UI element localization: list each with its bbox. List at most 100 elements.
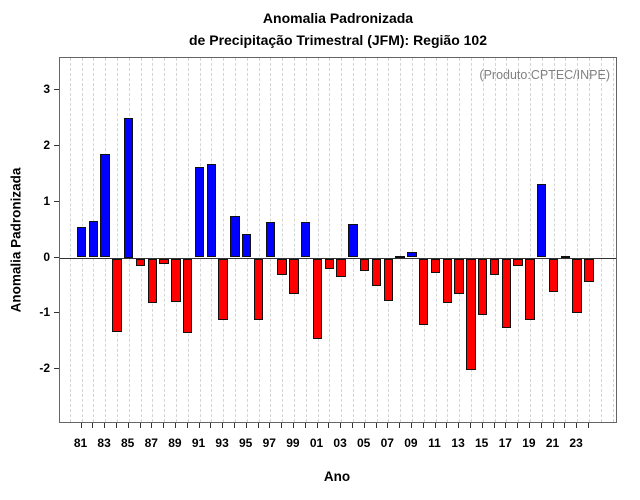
bar-11 [430, 258, 441, 273]
gridline [588, 58, 590, 422]
gridline [423, 58, 425, 422]
bar-05 [359, 258, 370, 272]
bar-22 [560, 255, 571, 258]
bar-09 [407, 251, 417, 258]
x-axis-tick [186, 423, 188, 428]
x-tick-label: 87 [144, 436, 158, 450]
x-tick-label: 23 [569, 436, 583, 450]
zero-line [60, 257, 616, 259]
gridline [187, 58, 189, 422]
gridline [329, 58, 331, 422]
gridline [152, 58, 154, 422]
gridline [565, 58, 567, 422]
x-axis-tick [540, 423, 542, 428]
gridline [470, 58, 472, 422]
gridline [612, 58, 614, 422]
x-axis-tick [410, 423, 412, 428]
bar-91 [194, 166, 205, 258]
gridline [482, 58, 484, 422]
bar-08 [395, 256, 405, 259]
x-axis-tick [576, 423, 578, 428]
bar-99 [289, 258, 299, 295]
gridline [435, 58, 437, 422]
x-axis-tick [163, 423, 165, 428]
x-axis-tick [198, 423, 200, 428]
gridline [69, 58, 71, 422]
x-axis-tick [304, 423, 306, 428]
y-axis-tick [54, 145, 59, 147]
x-axis-tick [481, 423, 483, 428]
gridline [140, 58, 142, 422]
gridline [494, 58, 496, 422]
bar-96 [253, 258, 264, 320]
bar-18 [513, 258, 523, 267]
x-tick-label: 01 [309, 436, 324, 450]
bar-20 [536, 183, 547, 258]
x-axis-tick [505, 423, 507, 428]
x-axis-tick [292, 423, 294, 428]
x-axis-tick [528, 423, 530, 428]
x-axis-title: Ano [323, 469, 351, 484]
bar-10 [418, 258, 429, 326]
bar-17 [501, 258, 512, 329]
bar-97 [265, 222, 276, 258]
x-tick-label: 81 [73, 436, 88, 450]
x-axis-tick [210, 423, 212, 428]
y-axis-tick [54, 312, 59, 314]
x-axis-tick [351, 423, 353, 428]
x-axis-tick [151, 423, 153, 428]
x-axis-tick [316, 423, 318, 428]
x-tick-label: 03 [333, 436, 347, 450]
x-axis-tick [92, 423, 94, 428]
x-tick-label: 99 [286, 436, 300, 450]
x-axis-tick [363, 423, 365, 428]
bar-21 [548, 258, 559, 292]
x-tick-label: 11 [428, 436, 441, 450]
bar-23 [572, 258, 582, 314]
gridline [388, 58, 390, 422]
x-axis-tick [422, 423, 424, 428]
x-axis-tick [257, 423, 259, 428]
y-axis-tick [54, 367, 59, 369]
bar-24 [584, 258, 594, 282]
x-tick-label: 07 [380, 436, 394, 450]
x-axis-tick [564, 423, 566, 428]
y-tick-label: 3 [43, 82, 50, 97]
y-axis-tick [54, 200, 59, 202]
x-axis-tick [328, 423, 330, 428]
gridline [364, 58, 366, 422]
bar-19 [525, 258, 535, 320]
bar-86 [135, 258, 146, 266]
x-tick-label: 13 [451, 436, 465, 450]
chart-title-line2: de Precipitação Trimestral (JFM): Região… [189, 32, 487, 48]
x-axis-tick [127, 423, 129, 428]
x-tick-label: 15 [475, 436, 489, 450]
bar-12 [442, 258, 453, 304]
x-axis-tick [469, 423, 471, 428]
gridline [553, 58, 555, 422]
x-tick-label: 95 [239, 436, 253, 450]
x-axis-tick [269, 423, 271, 428]
source-annotation: (Produto:CPTEC/INPE) [479, 68, 610, 82]
bar-83 [100, 154, 110, 258]
gridline [459, 58, 461, 422]
gridline [317, 58, 319, 422]
bar-13 [454, 258, 464, 294]
x-axis-tick [587, 423, 589, 428]
x-axis-tick [104, 423, 106, 428]
gridline [411, 58, 413, 422]
gridline [164, 58, 166, 422]
x-axis-tick [139, 423, 141, 428]
gridline [506, 58, 508, 422]
y-tick-label: 2 [43, 138, 50, 153]
y-axis-tick [54, 256, 59, 258]
bar-82 [88, 221, 99, 258]
x-tick-label: 21 [545, 436, 560, 450]
gridline [577, 58, 579, 422]
bar-04 [348, 224, 358, 258]
x-axis-tick [434, 423, 436, 428]
x-tick-label: 85 [121, 436, 135, 450]
bar-81 [76, 226, 87, 258]
x-tick-label: 09 [404, 436, 418, 450]
